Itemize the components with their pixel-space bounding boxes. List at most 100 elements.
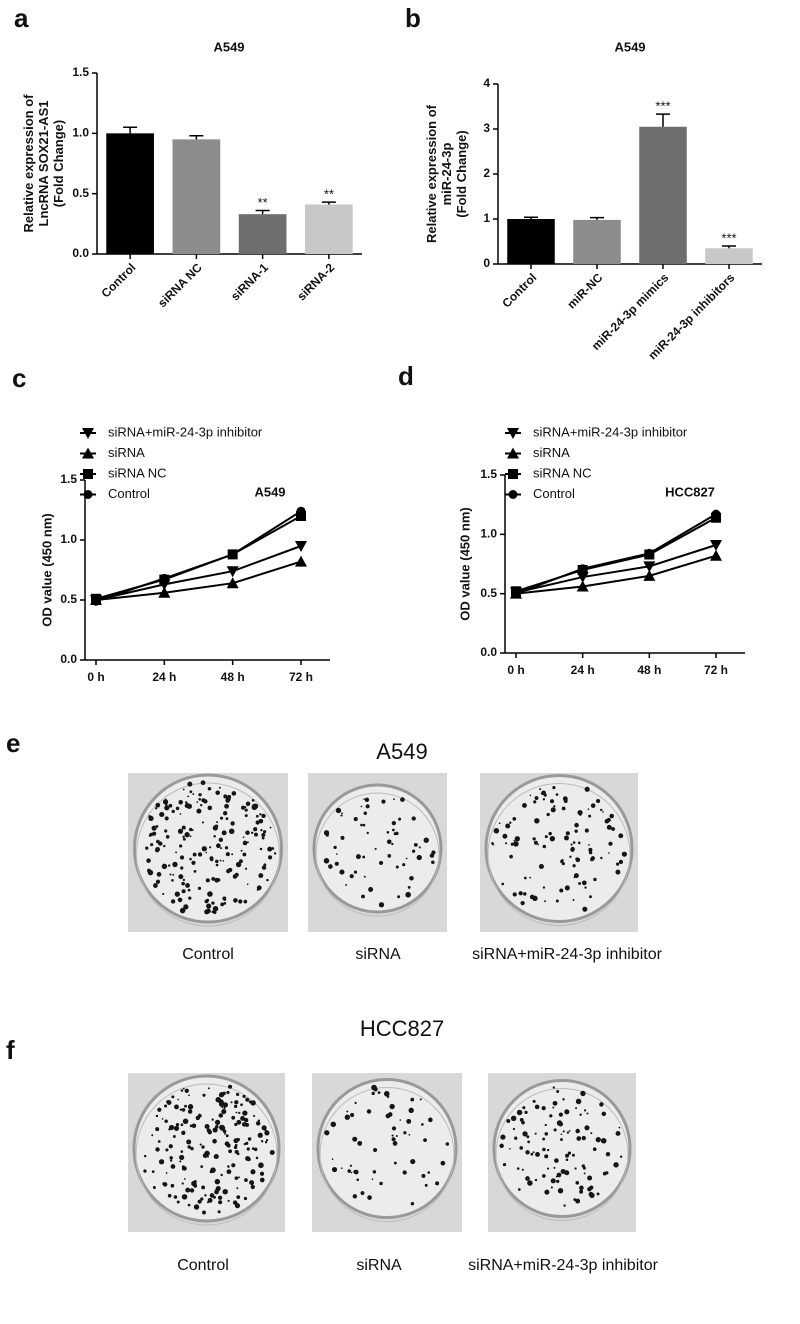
colony xyxy=(530,1152,534,1156)
colony xyxy=(368,887,374,892)
colony xyxy=(191,860,196,865)
colony xyxy=(238,1111,241,1114)
colony xyxy=(261,813,266,819)
colony xyxy=(218,1200,223,1205)
colony xyxy=(575,857,579,861)
colony xyxy=(542,798,546,801)
colony xyxy=(259,847,263,851)
colony xyxy=(143,1154,147,1158)
colony xyxy=(232,1200,238,1205)
colony xyxy=(608,841,613,846)
colony xyxy=(190,1146,194,1151)
colony xyxy=(205,851,208,854)
colony xyxy=(522,1131,528,1137)
colony xyxy=(227,1165,230,1168)
colony xyxy=(207,1087,210,1090)
colony xyxy=(167,864,171,867)
y-tick-label: 1.0 xyxy=(480,527,497,541)
y-axis-label: Relative expression ofLncRNA SOX21-AS1(F… xyxy=(21,94,66,233)
colony xyxy=(255,1156,259,1160)
colony xyxy=(565,831,570,836)
series-line xyxy=(515,554,717,595)
colony xyxy=(181,1194,188,1200)
colony xyxy=(575,1180,580,1185)
y-tick-label: 3 xyxy=(483,121,490,135)
colony xyxy=(258,1162,264,1169)
colony xyxy=(165,1172,168,1174)
colony xyxy=(354,1101,357,1105)
colony xyxy=(187,888,191,892)
colony xyxy=(374,847,377,850)
colony xyxy=(335,807,342,814)
colony xyxy=(393,798,395,801)
colony xyxy=(428,1117,433,1123)
colony xyxy=(588,850,593,855)
y-axis-label: OD value (450 nm) xyxy=(457,507,472,620)
marker xyxy=(511,589,521,599)
colony xyxy=(224,803,229,809)
colony xyxy=(519,1117,524,1122)
y-tick-label: 4 xyxy=(483,76,490,90)
colony xyxy=(201,1185,206,1190)
colony xyxy=(179,813,182,815)
colony xyxy=(231,853,234,856)
colony xyxy=(534,818,540,824)
colony xyxy=(556,1172,562,1178)
colony xyxy=(193,870,197,873)
colony xyxy=(379,1181,383,1186)
colony xyxy=(264,1141,268,1144)
colony xyxy=(353,870,358,874)
colony xyxy=(567,1151,572,1155)
colony xyxy=(156,872,162,877)
colony xyxy=(405,857,408,860)
colony xyxy=(602,811,604,813)
colony xyxy=(562,1098,565,1101)
colony xyxy=(410,1158,416,1165)
colony xyxy=(215,1096,222,1103)
colony xyxy=(502,1163,507,1167)
colony xyxy=(331,1166,338,1173)
colony xyxy=(334,861,339,866)
dish xyxy=(484,774,634,923)
colony xyxy=(588,843,590,846)
colony xyxy=(257,1119,261,1122)
dish xyxy=(133,773,283,924)
dish xyxy=(312,783,443,914)
colony xyxy=(560,1133,563,1136)
colony xyxy=(258,818,264,824)
colony xyxy=(550,807,556,813)
bar xyxy=(305,204,353,254)
colony xyxy=(236,1195,241,1200)
y-axis-label-line: LncRNA SOX21-AS1 xyxy=(36,101,51,227)
colony xyxy=(525,1176,530,1181)
colony xyxy=(408,1107,414,1114)
colony xyxy=(227,1199,230,1202)
colony xyxy=(573,873,579,879)
plate-caption: Control xyxy=(177,1257,229,1274)
colony xyxy=(155,1147,160,1152)
colony xyxy=(210,1167,216,1173)
colony xyxy=(155,1127,160,1132)
error-bar xyxy=(656,113,670,127)
colony xyxy=(182,835,185,839)
colony xyxy=(175,851,177,854)
colony xyxy=(216,843,221,849)
colony xyxy=(246,841,249,844)
colony xyxy=(198,793,202,797)
colony xyxy=(527,1180,533,1186)
colony xyxy=(513,841,519,847)
colony xyxy=(535,1151,540,1157)
colony xyxy=(569,855,572,858)
colony xyxy=(222,1188,228,1195)
colony xyxy=(191,829,194,831)
colony xyxy=(236,1187,239,1190)
colony xyxy=(556,1089,560,1093)
colony xyxy=(193,1204,200,1210)
colony xyxy=(445,1142,450,1146)
colony xyxy=(558,1112,564,1117)
colony xyxy=(529,794,532,797)
marker xyxy=(228,549,238,559)
colony xyxy=(621,851,627,857)
colony xyxy=(230,821,235,826)
colony xyxy=(242,1110,248,1116)
